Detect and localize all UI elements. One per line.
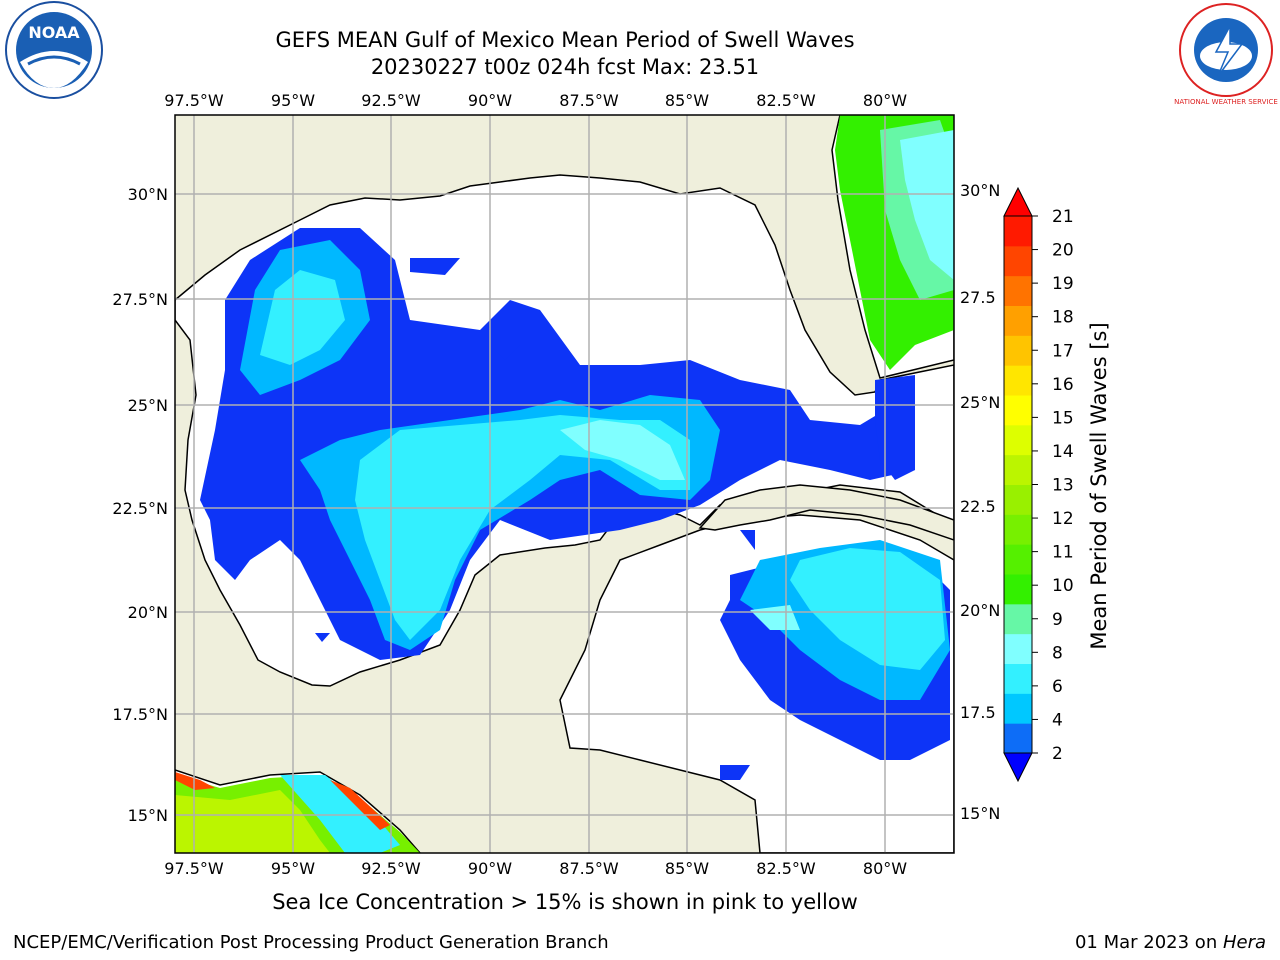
colorbar-tick-label: 8 xyxy=(1052,643,1063,663)
lat-labels-right: 30°N 27.5 25°N 22.5 20°N 17.5 15°N xyxy=(960,181,1000,823)
nws-logo: NATIONAL WEATHER SERVICE xyxy=(1174,3,1278,106)
lat-label: 20°N xyxy=(128,603,168,622)
colorbar-segment xyxy=(1004,514,1032,545)
colorbar-segment xyxy=(1004,574,1032,605)
colorbar-segment xyxy=(1004,723,1032,754)
lat-label: 30°N xyxy=(960,181,1000,200)
chart-title: GEFS MEAN Gulf of Mexico Mean Period of … xyxy=(275,28,855,52)
noaa-logo-text: NOAA xyxy=(28,23,80,42)
colorbar-tick-label: 9 xyxy=(1052,610,1063,630)
lon-label: 87.5°W xyxy=(559,91,619,110)
colorbar-tick-label: 14 xyxy=(1052,442,1074,462)
colorbar-tick-label: 11 xyxy=(1052,543,1074,563)
lat-label: 27.5 xyxy=(960,288,996,307)
lat-label: 17.5 xyxy=(960,703,996,722)
lat-label: 17.5°N xyxy=(112,705,168,724)
colorbar-tick-label: 13 xyxy=(1052,476,1074,496)
colorbar-tick-label: 19 xyxy=(1052,274,1074,294)
noaa-logo: NOAA xyxy=(5,1,103,99)
colorbar: 2 4 6 8 9 10 11 12 13 14 15 16 17 18 19 20 21 Mean Perio… xyxy=(1003,186,1111,783)
colorbar-under-triangle xyxy=(1003,752,1033,783)
lon-label: 85°W xyxy=(665,859,709,878)
nws-logo-text: NATIONAL WEATHER SERVICE xyxy=(1174,98,1278,106)
lon-labels-bottom: 97.5°W 95°W 92.5°W 90°W 87.5°W 85°W 82.5… xyxy=(164,859,907,878)
colorbar-tick-label: 12 xyxy=(1052,509,1074,529)
lon-label: 80°W xyxy=(863,91,907,110)
lat-label: 22.5 xyxy=(960,497,996,516)
colorbar-over-triangle xyxy=(1003,186,1033,217)
lat-label: 22.5°N xyxy=(112,499,168,518)
colorbar-tick-label: 15 xyxy=(1052,408,1074,428)
colorbar-segment xyxy=(1004,365,1032,396)
lon-label: 85°W xyxy=(665,91,709,110)
lat-label: 20°N xyxy=(960,601,1000,620)
credit-text: NCEP/EMC/Verification Post Processing Pr… xyxy=(13,932,609,953)
lon-label: 87.5°W xyxy=(559,859,619,878)
lat-label: 15°N xyxy=(960,804,1000,823)
colorbar-segment xyxy=(1004,603,1032,635)
colorbar-tick-label: 2 xyxy=(1052,744,1063,764)
lat-label: 30°N xyxy=(128,185,168,204)
lon-label: 95°W xyxy=(271,91,315,110)
colorbar-tick-label: 17 xyxy=(1052,341,1074,361)
graticule xyxy=(175,115,954,853)
colorbar-segment xyxy=(1004,395,1032,426)
lon-labels-top: 97.5°W 95°W 92.5°W 90°W 87.5°W 85°W 82.5… xyxy=(164,91,907,110)
colorbar-tick-label: 21 xyxy=(1052,207,1074,227)
cuba-landmass xyxy=(698,484,954,541)
colorbar-segment xyxy=(1004,484,1032,515)
date-text: 01 Mar 2023 on xyxy=(1074,932,1223,953)
colorbar-segment xyxy=(1004,544,1032,575)
colorbar-tick-label: 6 xyxy=(1052,677,1063,697)
machine-name: Hera xyxy=(1222,932,1266,953)
colorbar-segment xyxy=(1004,454,1032,485)
colorbar-tick-label: 18 xyxy=(1052,308,1074,328)
lon-label: 92.5°W xyxy=(361,91,421,110)
swell-fill-pacific xyxy=(175,772,420,853)
lon-label: 95°W xyxy=(271,859,315,878)
lat-label: 15°N xyxy=(128,806,168,825)
colorbar-tick-label: 10 xyxy=(1052,576,1074,596)
lon-label: 97.5°W xyxy=(164,859,224,878)
colorbar-segment xyxy=(1004,216,1032,247)
lon-label: 90°W xyxy=(468,859,512,878)
colorbar-segment xyxy=(1004,275,1032,306)
colorbar-segment xyxy=(1004,693,1032,724)
colorbar-segment xyxy=(1004,424,1032,456)
colorbar-tick-label: 16 xyxy=(1052,375,1074,395)
lon-label: 92.5°W xyxy=(361,859,421,878)
colorbar-ticks: 2 4 6 8 9 10 11 12 13 14 15 16 17 18 19 20 21 xyxy=(1032,207,1074,764)
colorbar-tick-label: 4 xyxy=(1052,710,1063,730)
colorbar-segment xyxy=(1004,335,1032,366)
colorbar-segments xyxy=(1004,216,1032,754)
swell-fill-6-8s xyxy=(260,270,945,670)
lon-label: 90°W xyxy=(468,91,512,110)
lon-label: 82.5°W xyxy=(756,859,816,878)
lat-label: 25°N xyxy=(128,396,168,415)
colorbar-label: Mean Period of Swell Waves [s] xyxy=(1087,322,1111,649)
lat-label: 27.5°N xyxy=(112,290,168,309)
chart-subtitle: 20230227 t00z 024h fcst Max: 23.51 xyxy=(370,55,760,79)
map-area xyxy=(175,115,954,853)
map-frame xyxy=(174,114,955,854)
lon-label: 97.5°W xyxy=(164,91,224,110)
colorbar-segment xyxy=(1004,663,1032,694)
colorbar-segment xyxy=(1004,305,1032,336)
lat-labels-left: 30°N 27.5°N 25°N 22.5°N 20°N 17.5°N 15°N xyxy=(112,185,168,825)
colorbar-tick-label: 20 xyxy=(1052,241,1074,261)
sea-ice-note: Sea Ice Concentration > 15% is shown in … xyxy=(272,890,858,914)
date-stamp: 01 Mar 2023 on Hera xyxy=(1075,932,1266,953)
colorbar-segment xyxy=(1004,245,1032,277)
lon-label: 82.5°W xyxy=(756,91,816,110)
lon-label: 80°W xyxy=(863,859,907,878)
colorbar-segment xyxy=(1004,633,1032,664)
lat-label: 25°N xyxy=(960,393,1000,412)
